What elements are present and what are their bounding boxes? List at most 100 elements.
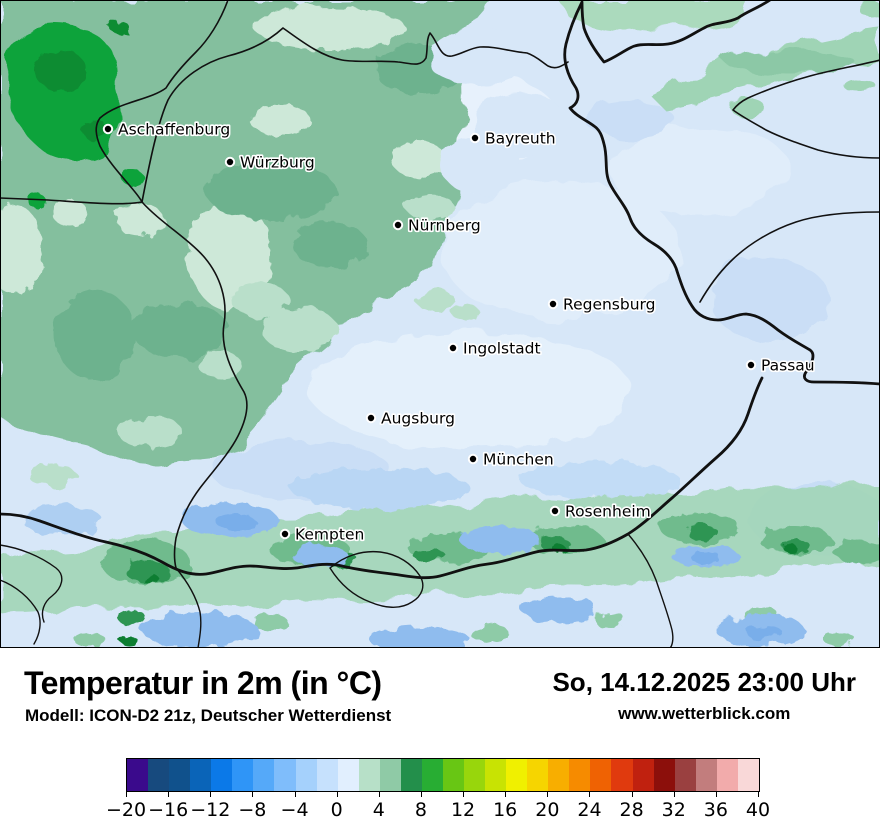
colorbar-segment-24 [590, 759, 612, 791]
colorbar-segment-10 [442, 759, 464, 791]
city-dot [549, 505, 561, 517]
colorbar-segment--4 [295, 759, 317, 791]
city-label: Passau [761, 357, 815, 375]
colorbar-segment-6 [400, 759, 422, 791]
city-label: Augsburg [381, 410, 455, 428]
colorbar-tickmark [758, 792, 759, 797]
colorbar-segment-36 [716, 759, 738, 791]
datetime-block: So, 14.12.2025 23:00 Uhr www.wetterblick… [552, 668, 856, 724]
colorbar-segment--2 [316, 759, 338, 791]
colorbar-tickmark [168, 792, 170, 797]
city-dot [745, 359, 757, 371]
colorbar-segment--20 [127, 759, 149, 791]
colorbar-tickmark [252, 792, 254, 797]
temperature-colorbar [126, 758, 760, 792]
region-strong-green [8, 22, 144, 207]
city-label: Ingolstadt [463, 340, 541, 358]
colorbar-tick-label: 12 [450, 799, 476, 821]
colorbar-segment-0 [337, 759, 359, 791]
colorbar-segment-2 [358, 759, 380, 791]
colorbar-segment--16 [169, 759, 191, 791]
city-marker-augsburg: Augsburg [365, 408, 457, 429]
colorbar-segment-4 [379, 759, 401, 791]
city-dot [224, 156, 236, 168]
alps-blue-valleys [22, 462, 804, 648]
colorbar-tick-label: 20 [535, 799, 560, 821]
colorbar-segment-28 [632, 759, 654, 791]
colorbar-tickmark [673, 792, 675, 797]
colorbar-segment--18 [148, 759, 170, 791]
city-dot [469, 132, 481, 144]
colorbar-tickmark [589, 792, 591, 797]
colorbar-segment--12 [211, 759, 233, 791]
colorbar-segment-34 [695, 759, 717, 791]
city-dot [279, 528, 291, 540]
city-label: Nürnberg [408, 217, 481, 235]
model-info: Modell: ICON-D2 21z, Deutscher Wetterdie… [25, 706, 392, 725]
city-marker-passau: Passau [745, 355, 816, 376]
colorbar-segment-8 [421, 759, 443, 791]
colorbar-tick-label: 0 [330, 799, 343, 821]
colorbar-tick-label: 8 [414, 799, 427, 821]
colorbar-tick-label: 32 [661, 799, 686, 821]
colorbar-tick-label: −20 [105, 799, 147, 821]
colorbar-segment-30 [653, 759, 675, 791]
page-title: Temperatur in 2m (in °C) [24, 665, 382, 701]
colorbar-tickmark [547, 792, 549, 797]
colorbar-tick-label: 4 [372, 799, 385, 821]
website-link[interactable]: www.wetterblick.com [618, 703, 791, 723]
weather-map: Aschaffenburg Würzburg Bayreuth Nürnberg Reg… [0, 0, 880, 648]
region-blue-bay [428, 28, 568, 193]
region-alps [0, 462, 880, 648]
colorbar-segment-16 [506, 759, 528, 791]
city-label: München [483, 451, 554, 469]
colorbar-segment-26 [611, 759, 633, 791]
colorbar-tick-label: −12 [190, 799, 231, 821]
colorbar-tickmark [715, 792, 717, 797]
city-label: Bayreuth [485, 130, 556, 148]
transition-speckles [28, 194, 479, 486]
city-marker-münchen: München [467, 449, 555, 470]
colorbar-tick-label: −16 [148, 799, 189, 821]
colorbar-segment-22 [569, 759, 591, 791]
city-dot [365, 412, 377, 424]
colorbar-segment-20 [548, 759, 570, 791]
city-marker-rosenheim: Rosenheim [549, 501, 652, 522]
city-dot [467, 453, 479, 465]
colorbar-tickmark [336, 792, 338, 797]
city-dot [447, 342, 459, 354]
colorbar-tickmark [126, 792, 127, 797]
colorbar-segment-38 [737, 759, 759, 791]
colorbar-segment-18 [527, 759, 549, 791]
city-label: Aschaffenburg [118, 121, 230, 139]
colorbar-tick-label: −8 [238, 799, 267, 821]
map-area: Aschaffenburg Würzburg Bayreuth Nürnberg Reg… [0, 0, 880, 648]
cities-layer: Aschaffenburg Würzburg Bayreuth Nürnberg Reg… [102, 119, 816, 545]
country-borders [0, 0, 880, 580]
city-label: Rosenheim [565, 503, 651, 521]
colorbar-segment-14 [485, 759, 507, 791]
city-dot [392, 219, 404, 231]
colorbar-tickmark [210, 792, 212, 797]
colorbar-tick-label: 40 [745, 799, 771, 821]
city-label: Regensburg [563, 296, 656, 314]
state-borders [0, 0, 880, 648]
city-marker-kempten: Kempten [279, 524, 366, 545]
colorbar-tick-label: −4 [280, 799, 309, 821]
alps-green-cores [74, 513, 880, 647]
city-label: Würzburg [240, 154, 315, 172]
border-lines [0, 0, 880, 648]
colorbar-tickmark [631, 792, 633, 797]
region-northwest-green [0, 0, 568, 486]
colorbar-segment--6 [274, 759, 296, 791]
colorbar-segment-12 [464, 759, 486, 791]
colorbar-tickmark [420, 792, 422, 797]
valid-datetime: So, 14.12.2025 23:00 Uhr [552, 667, 856, 697]
colorbar-tickmark [294, 792, 296, 797]
footer: Temperatur in 2m (in °C) Modell: ICON-D2… [0, 648, 880, 830]
colorbar-tickmark [463, 792, 465, 797]
city-marker-nürnberg: Nürnberg [392, 215, 482, 236]
city-dot [547, 298, 559, 310]
city-marker-bayreuth: Bayreuth [469, 128, 557, 149]
